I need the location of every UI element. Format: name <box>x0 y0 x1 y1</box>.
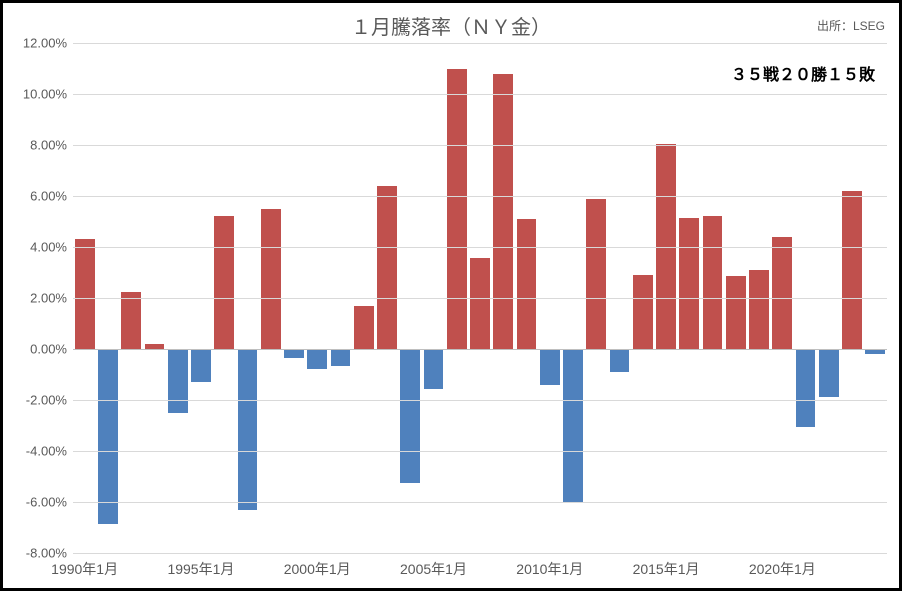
chart-frame: １月騰落率（ＮＹ金） 出所：LSEG ３５戦２０勝１５敗 -8.00%-6.00… <box>0 0 902 591</box>
bar <box>191 349 211 382</box>
chart-title: １月騰落率（ＮＹ金） <box>351 11 551 40</box>
y-axis-label: -2.00% <box>15 393 67 408</box>
x-axis-label: 2020年1月 <box>749 559 816 579</box>
grid-line <box>73 553 887 554</box>
bar <box>424 349 444 389</box>
bar <box>772 237 792 349</box>
grid-line <box>73 196 887 197</box>
bar <box>703 216 723 349</box>
bar <box>238 349 258 510</box>
bar <box>377 186 397 349</box>
y-axis-label: 12.00% <box>15 36 67 51</box>
x-axis-label: 1995年1月 <box>167 559 234 579</box>
grid-line <box>73 298 887 299</box>
grid-line <box>73 247 887 248</box>
bar <box>470 258 490 349</box>
bar <box>540 349 560 385</box>
bar <box>563 349 583 503</box>
bar <box>796 349 816 427</box>
x-axis-label: 2010年1月 <box>516 559 583 579</box>
bar <box>331 349 351 366</box>
grid-line <box>73 400 887 401</box>
y-axis-label: 8.00% <box>15 138 67 153</box>
bar <box>493 74 513 349</box>
y-axis-label: 4.00% <box>15 240 67 255</box>
bar <box>679 218 699 349</box>
bar <box>633 275 653 349</box>
bar <box>168 349 188 413</box>
y-axis-label: 2.00% <box>15 291 67 306</box>
grid-line <box>73 451 887 452</box>
grid-line <box>73 349 887 350</box>
bar <box>517 219 537 349</box>
bar <box>400 349 420 483</box>
grid-line <box>73 94 887 95</box>
bar <box>586 199 606 349</box>
plot-area: -8.00%-6.00%-4.00%-2.00%0.00%2.00%4.00%6… <box>73 43 887 553</box>
bar <box>354 306 374 349</box>
x-axis-label: 1990年1月 <box>51 559 118 579</box>
bar <box>819 349 839 397</box>
chart-source: 出所：LSEG <box>817 17 885 34</box>
y-axis-label: 6.00% <box>15 189 67 204</box>
bar <box>98 349 118 524</box>
bar <box>284 349 304 358</box>
y-axis-label: 10.00% <box>15 87 67 102</box>
bar <box>447 69 467 350</box>
bar <box>610 349 630 372</box>
x-axis-label: 2000年1月 <box>284 559 351 579</box>
grid-line <box>73 502 887 503</box>
bar <box>307 349 327 369</box>
y-axis-label: 0.00% <box>15 342 67 357</box>
bar <box>749 270 769 349</box>
y-axis-label: -6.00% <box>15 495 67 510</box>
x-axis-label: 2015年1月 <box>633 559 700 579</box>
grid-line <box>73 43 887 44</box>
bar <box>214 216 234 349</box>
x-axis-label: 2005年1月 <box>400 559 467 579</box>
y-axis-label: -4.00% <box>15 444 67 459</box>
bar <box>121 292 141 349</box>
bar <box>75 239 95 349</box>
bar <box>726 276 746 349</box>
bar <box>842 191 862 349</box>
grid-line <box>73 145 887 146</box>
bar <box>261 209 281 349</box>
